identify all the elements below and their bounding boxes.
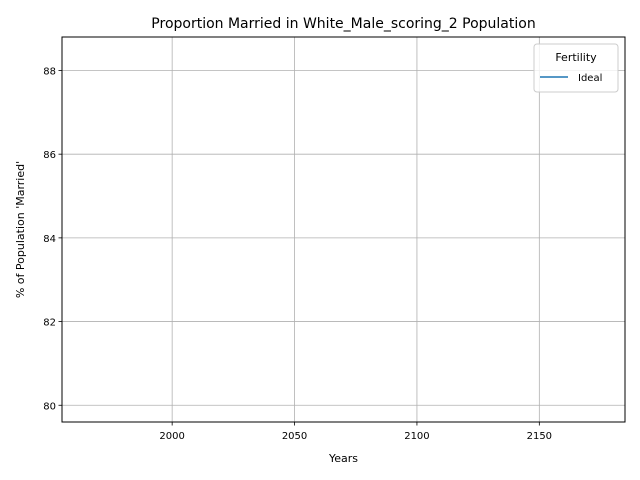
legend-label: Ideal bbox=[578, 73, 602, 84]
plot-frame bbox=[61, 36, 626, 423]
legend-entries: Ideal bbox=[540, 73, 602, 84]
x-axis: 2000 2050 2100 2150 bbox=[159, 422, 552, 442]
x-axis-label: Years bbox=[328, 452, 358, 465]
y-axis: 80 82 84 86 88 bbox=[43, 66, 62, 412]
y-tick-label: 84 bbox=[43, 234, 56, 245]
y-tick-label: 82 bbox=[43, 318, 56, 329]
chart-title: Proportion Married in White_Male_scoring… bbox=[151, 16, 535, 32]
legend: Fertility Ideal bbox=[533, 43, 619, 93]
y-tick-label: 80 bbox=[43, 401, 56, 412]
x-tick-label: 2100 bbox=[404, 431, 429, 442]
legend-title: Fertility bbox=[555, 51, 597, 64]
y-axis-label: % of Population 'Married' bbox=[14, 161, 27, 298]
x-tick-label: 2050 bbox=[282, 431, 307, 442]
y-tick-label: 86 bbox=[43, 150, 56, 161]
legend-box bbox=[533, 43, 619, 93]
x-tick-label: 2000 bbox=[159, 431, 184, 442]
grid bbox=[62, 37, 625, 422]
y-tick-label: 88 bbox=[43, 66, 56, 77]
x-tick-label: 2150 bbox=[527, 431, 552, 442]
